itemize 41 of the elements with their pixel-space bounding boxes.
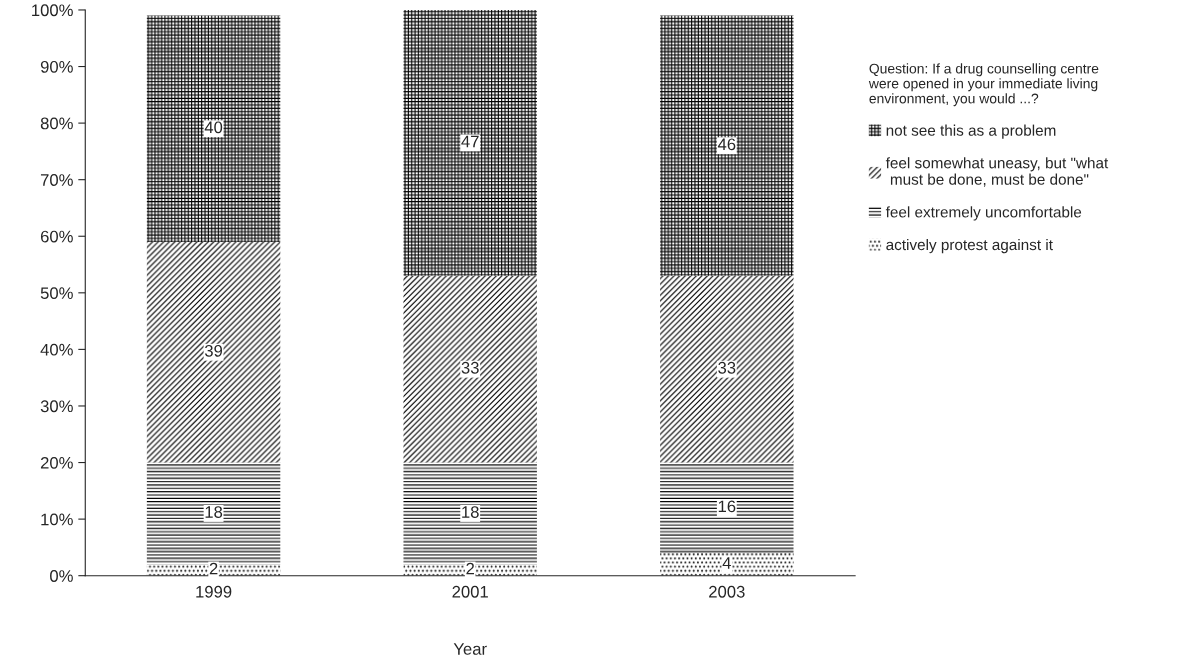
bar [660, 553, 794, 576]
legend-title: Question: If a drug counselling centre were opened in your immediate living environment, you would ...? [868, 63, 1099, 107]
bar [660, 15, 794, 276]
data-label: 40 [204, 121, 223, 134]
y-tick-label: 80% [40, 117, 73, 130]
y-tick-label: 0% [50, 570, 73, 582]
y-tick-label: 90% [40, 60, 73, 73]
y-tick-label: 30% [40, 400, 73, 413]
x-tick-label: 2001 [452, 585, 488, 598]
data-label: 33 [718, 361, 736, 374]
bar [146, 15, 281, 242]
data-label: 47 [461, 135, 479, 148]
legend-label: actively protest against it [886, 238, 1053, 254]
data-label: 18 [205, 506, 223, 518]
bar [660, 462, 794, 554]
data-label: 2 [466, 562, 474, 575]
y-tick-label: 50% [40, 287, 73, 300]
y-tick-label: 100% [32, 4, 73, 17]
y-tick-label: 70% [40, 174, 73, 186]
x-tick-label: 2003 [709, 585, 745, 598]
bar [403, 275, 537, 463]
legend-label: feel somewhat uneasy, but "what must be done, must be done" [885, 157, 1109, 187]
x-axis-title: Year [453, 643, 487, 655]
bar [403, 564, 537, 576]
bar [146, 241, 281, 463]
y-tick-label: 60% [40, 230, 73, 243]
y-tick-label: 20% [40, 456, 73, 469]
data-label: 39 [204, 344, 223, 357]
data-label: 4 [722, 557, 731, 569]
data-label: 2 [209, 562, 218, 575]
y-tick-label: 10% [41, 513, 73, 526]
data-label: 18 [462, 506, 479, 518]
data-label: 16 [718, 500, 736, 513]
legend-label: feel extremely uncomfortable [885, 206, 1082, 221]
bar [403, 9, 537, 276]
y-tick-label: 40% [40, 343, 73, 356]
data-label: 33 [461, 361, 479, 374]
x-tick-label: 1999 [196, 585, 232, 598]
legend-label: not see this as a problem [886, 124, 1056, 139]
bar [660, 275, 794, 463]
data-label: 46 [717, 138, 736, 151]
